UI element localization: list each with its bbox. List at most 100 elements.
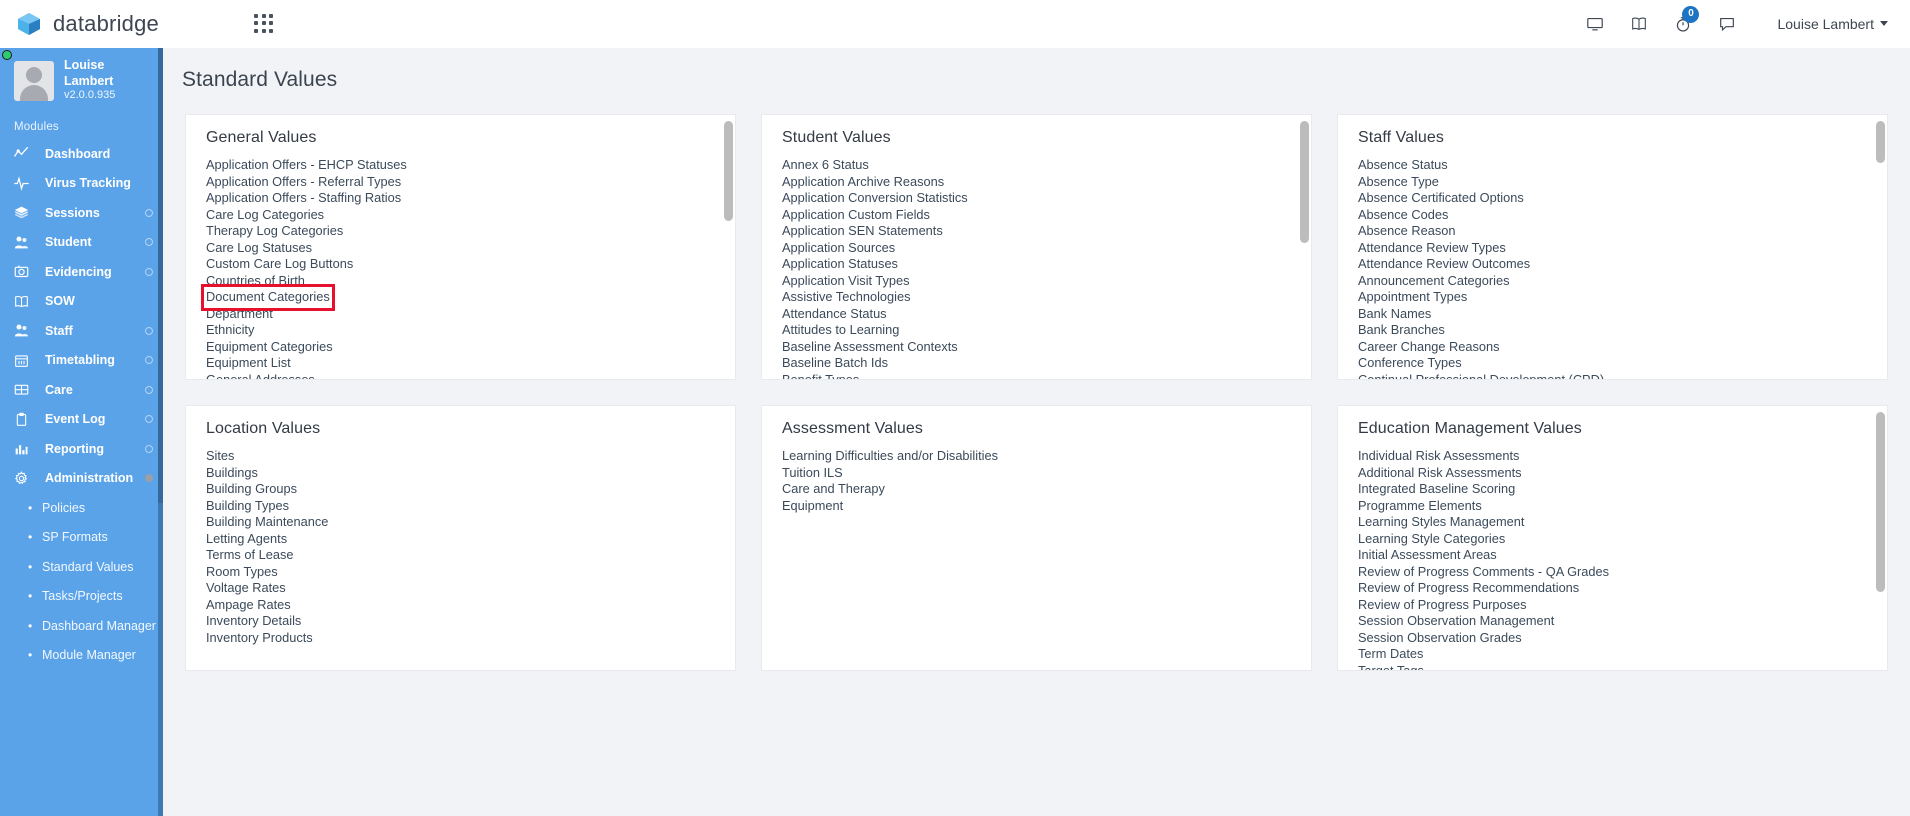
sidebar-item-evidencing[interactable]: Evidencing — [0, 257, 163, 287]
sidebar-profile[interactable]: Louise Lambert v2.0.0.935 — [0, 48, 163, 115]
card-link[interactable]: Absence Certificated Options — [1358, 190, 1524, 205]
card-link[interactable]: Ampage Rates — [206, 596, 291, 612]
card-link[interactable]: Session Observation Grades — [1358, 629, 1522, 645]
sidebar-expand-dot[interactable] — [145, 326, 153, 335]
card-link[interactable]: Equipment Categories — [206, 338, 333, 354]
card-link[interactable]: Learning Difficulties and/or Disabilitie… — [782, 448, 998, 463]
sidebar-item-timetabling[interactable]: Timetabling — [0, 346, 163, 376]
card-link[interactable]: Application Offers - EHCP Statuses — [206, 157, 407, 172]
card-link[interactable]: Countries of Birth — [206, 272, 305, 288]
card-link[interactable]: Bank Names — [1358, 305, 1432, 321]
card-link[interactable]: Bank Branches — [1358, 322, 1445, 337]
sidebar-item-staff[interactable]: Staff — [0, 316, 163, 346]
sidebar-item-care[interactable]: Care — [0, 375, 163, 405]
card-link[interactable]: Care and Therapy — [782, 481, 885, 496]
card-link[interactable]: Target Tags — [1358, 662, 1424, 671]
card-scrollbar[interactable] — [1876, 121, 1885, 373]
user-menu[interactable]: Louise Lambert — [1777, 16, 1888, 32]
card-link[interactable]: Equipment List — [206, 355, 291, 370]
card-link[interactable]: Application Offers - Staffing Ratios — [206, 190, 402, 205]
card-link[interactable]: Absence Status — [1358, 157, 1448, 172]
sidebar-expand-dot[interactable] — [145, 267, 153, 276]
card-link[interactable]: Custom Care Log Buttons — [206, 256, 354, 271]
card-link[interactable]: Building Types — [206, 497, 289, 513]
card-scrollbar-thumb[interactable] — [1300, 121, 1309, 243]
card-link[interactable]: Care Log Statuses — [206, 239, 312, 255]
card-link[interactable]: Inventory Details — [206, 613, 302, 628]
card-link[interactable]: Session Observation Management — [1358, 613, 1555, 628]
card-link[interactable]: Review of Progress Recommendations — [1358, 580, 1580, 595]
card-link[interactable]: Application Custom Fields — [782, 206, 930, 222]
sidebar-expand-dot[interactable] — [145, 238, 153, 247]
card-link[interactable]: Sites — [206, 448, 235, 463]
card-link[interactable]: General Addresses — [206, 371, 315, 380]
card-link[interactable]: Absence Type — [1358, 173, 1439, 189]
sidebar-item-student[interactable]: Student — [0, 228, 163, 258]
card-link[interactable]: Department — [206, 305, 273, 321]
card-link[interactable]: Baseline Batch Ids — [782, 355, 888, 370]
brand[interactable]: databridge — [0, 11, 200, 37]
card-link[interactable]: Baseline Assessment Contexts — [782, 338, 958, 354]
sidebar-subitem-dashboard-manager[interactable]: • Dashboard Manager — [0, 611, 163, 641]
sidebar-item-event-log[interactable]: Event Log — [0, 405, 163, 435]
card-link[interactable]: Integrated Baseline Scoring — [1358, 481, 1516, 496]
card-link[interactable]: Initial Assessment Areas — [1358, 547, 1497, 562]
card-link[interactable]: Tuition ILS — [782, 464, 843, 480]
chat-icon[interactable] — [1705, 0, 1749, 48]
card-link[interactable]: Appointment Types — [1358, 289, 1468, 304]
sidebar-expand-dot[interactable] — [145, 385, 153, 394]
sidebar-subitem-tasks-projects[interactable]: • Tasks/Projects — [0, 582, 163, 612]
card-link[interactable]: Voltage Rates — [206, 580, 286, 595]
timer-icon[interactable]: 0 — [1661, 0, 1705, 48]
card-link[interactable]: Attitudes to Learning — [782, 322, 900, 337]
card-link[interactable]: Application SEN Statements — [782, 223, 943, 238]
card-link[interactable]: Application Archive Reasons — [782, 173, 945, 189]
card-link[interactable]: Ethnicity — [206, 322, 255, 337]
card-scrollbar[interactable] — [1876, 412, 1885, 664]
card-link[interactable]: Attendance Review Types — [1358, 239, 1506, 255]
card-link[interactable]: Attendance Review Outcomes — [1358, 256, 1531, 271]
card-link[interactable]: Building Groups — [206, 481, 298, 496]
card-link[interactable]: Room Types — [206, 563, 278, 579]
card-link[interactable]: Attendance Status — [782, 305, 887, 321]
card-link[interactable]: Conference Types — [1358, 355, 1462, 370]
card-link-highlighted[interactable]: Document Categories — [201, 284, 335, 311]
sidebar-subitem-sp-formats[interactable]: • SP Formats — [0, 523, 163, 553]
apps-grid-icon[interactable] — [253, 13, 275, 35]
card-link[interactable]: Assistive Technologies — [782, 289, 911, 304]
card-link[interactable]: Application Statuses — [782, 256, 898, 271]
card-link[interactable]: Learning Style Categories — [1358, 530, 1506, 546]
monitor-icon[interactable] — [1573, 0, 1617, 48]
card-scrollbar-thumb[interactable] — [1876, 412, 1885, 592]
sidebar-expand-dot[interactable] — [145, 356, 153, 365]
card-link[interactable]: Individual Risk Assessments — [1358, 448, 1520, 463]
card-scrollbar[interactable] — [724, 121, 733, 373]
card-link[interactable]: Learning Styles Management — [1358, 514, 1525, 529]
sidebar-item-sow[interactable]: SOW — [0, 287, 163, 317]
card-link[interactable]: Programme Elements — [1358, 497, 1482, 513]
card-link[interactable]: Equipment — [782, 497, 844, 513]
sidebar-expand-dot[interactable] — [145, 444, 153, 453]
card-link[interactable]: Terms of Lease — [206, 547, 294, 562]
card-link[interactable]: Term Dates — [1358, 646, 1424, 661]
card-link[interactable]: Application Conversion Statistics — [782, 190, 968, 205]
sidebar-item-dashboard[interactable]: Dashboard — [0, 139, 163, 169]
book-icon[interactable] — [1617, 0, 1661, 48]
sidebar-subitem-policies[interactable]: • Policies — [0, 493, 163, 523]
sidebar-item-virus-tracking[interactable]: Virus Tracking — [0, 169, 163, 199]
sidebar-subitem-module-manager[interactable]: • Module Manager — [0, 641, 163, 671]
sidebar-expand-dot[interactable] — [145, 415, 153, 424]
card-scrollbar-thumb[interactable] — [1876, 121, 1885, 163]
card-link[interactable]: Annex 6 Status — [782, 157, 869, 172]
card-link[interactable]: Inventory Products — [206, 629, 313, 645]
card-link[interactable]: Continual Professional Development (CPD) — [1358, 371, 1605, 380]
card-link[interactable]: Letting Agents — [206, 530, 288, 546]
card-scrollbar[interactable] — [1300, 121, 1309, 373]
card-link[interactable]: Application Visit Types — [782, 272, 910, 288]
card-link[interactable]: Benefit Types — [782, 371, 860, 380]
card-link[interactable]: Absence Codes — [1358, 206, 1449, 222]
card-link[interactable]: Review of Progress Comments - QA Grades — [1358, 563, 1610, 579]
sidebar-subitem-standard-values[interactable]: • Standard Values — [0, 552, 163, 582]
sidebar-expand-dot[interactable] — [145, 474, 153, 483]
card-link[interactable]: Review of Progress Purposes — [1358, 596, 1527, 612]
